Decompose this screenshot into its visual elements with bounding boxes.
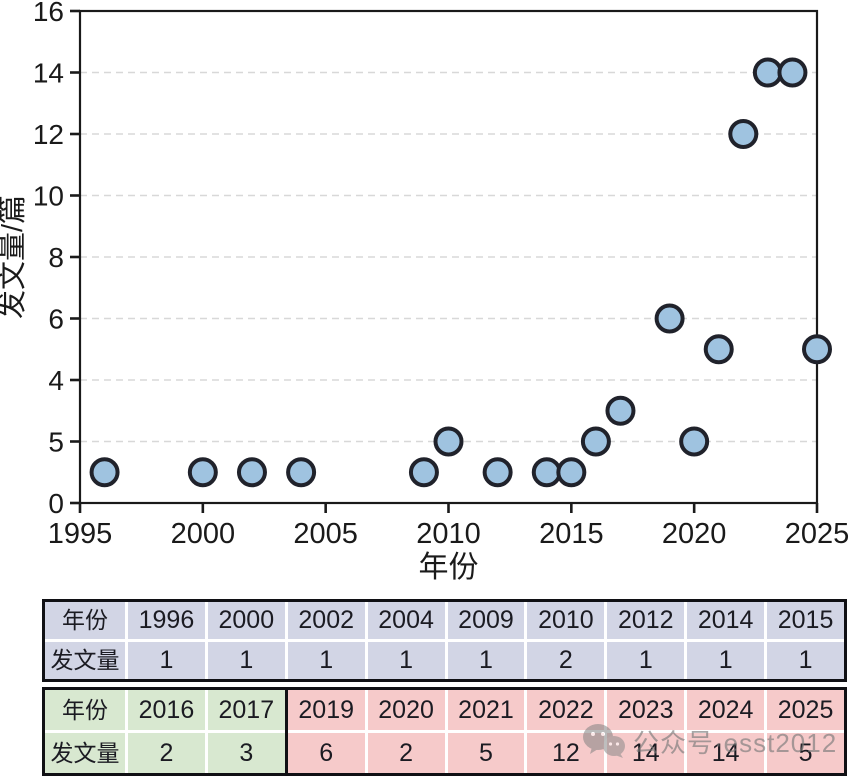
scatter-chart: 0 5 4 6 8 10 12 14 16 1995 2000 2005 2010 2015 2020 202… bbox=[0, 0, 850, 584]
count-cell: 1 bbox=[607, 642, 685, 679]
y-tick-label: 4 bbox=[48, 365, 64, 396]
y-tick-label: 16 bbox=[33, 0, 64, 27]
data-point bbox=[703, 334, 734, 365]
count-cell: 14 bbox=[687, 733, 765, 773]
count-cell: 2 bbox=[527, 642, 605, 679]
count-cell: 5 bbox=[767, 733, 844, 773]
data-point bbox=[654, 303, 685, 334]
y-tick-label: 5 bbox=[48, 427, 64, 458]
data-point bbox=[531, 457, 562, 488]
summary-table-block-2: 年份 2016 2017 2019 2020 2021 2022 2023 2024 2025 发文… bbox=[42, 687, 847, 776]
y-axis-title: 发文量/篇 bbox=[0, 195, 29, 319]
x-tick-label: 2005 bbox=[293, 518, 358, 550]
data-point bbox=[286, 457, 317, 488]
x-axis-title: 年份 bbox=[419, 551, 479, 584]
count-cell: 5 bbox=[447, 733, 525, 773]
count-cell: 1 bbox=[367, 642, 445, 679]
data-point bbox=[236, 457, 267, 488]
row-label-year: 年份 bbox=[45, 690, 125, 730]
year-cell: 2020 bbox=[367, 690, 445, 730]
data-point bbox=[728, 119, 759, 149]
year-cell: 2016 bbox=[128, 690, 205, 730]
y-tick-label: 0 bbox=[48, 488, 64, 519]
year-cell: 2021 bbox=[447, 690, 525, 730]
year-cell: 2015 bbox=[767, 602, 844, 639]
x-tick-label: 2000 bbox=[171, 518, 236, 550]
data-point bbox=[89, 457, 120, 488]
x-tick-label: 2015 bbox=[539, 518, 604, 550]
count-cell: 12 bbox=[527, 733, 605, 773]
year-cell: 1996 bbox=[128, 602, 205, 639]
year-cell: 2025 bbox=[767, 690, 844, 730]
data-point bbox=[580, 426, 611, 457]
row-label-count: 发文量 bbox=[45, 733, 125, 773]
x-tick-label: 2020 bbox=[662, 518, 727, 550]
count-cell: 1 bbox=[207, 642, 285, 679]
data-point bbox=[556, 457, 587, 488]
data-point bbox=[433, 426, 464, 457]
row-label-year: 年份 bbox=[45, 602, 125, 639]
x-tick-label: 2025 bbox=[785, 518, 850, 550]
y-tick-label: 14 bbox=[33, 58, 64, 89]
count-cell: 2 bbox=[367, 733, 445, 773]
year-cell: 2017 bbox=[207, 690, 285, 730]
count-cell: 14 bbox=[607, 733, 685, 773]
count-cell: 1 bbox=[128, 642, 205, 679]
data-point bbox=[408, 457, 439, 488]
count-cell: 1 bbox=[287, 642, 365, 679]
year-cell: 2012 bbox=[607, 602, 685, 639]
year-cell: 2023 bbox=[607, 690, 685, 730]
data-point bbox=[482, 457, 513, 488]
data-point bbox=[679, 426, 710, 457]
row-label-count: 发文量 bbox=[45, 642, 125, 679]
year-cell: 2002 bbox=[287, 602, 365, 639]
year-cell: 2019 bbox=[284, 687, 365, 733]
count-cell: 2 bbox=[128, 733, 205, 773]
data-point bbox=[752, 57, 783, 88]
y-tick-label: 6 bbox=[48, 304, 64, 335]
y-tick-label: 8 bbox=[48, 242, 64, 273]
year-cell: 2004 bbox=[367, 602, 445, 639]
data-point bbox=[802, 334, 832, 365]
x-tick-label: 1995 bbox=[48, 518, 113, 550]
count-cell: 6 bbox=[284, 730, 365, 776]
count-cell: 1 bbox=[447, 642, 525, 679]
y-tick-label: 12 bbox=[33, 119, 64, 150]
x-tick-label: 2010 bbox=[416, 518, 481, 550]
y-tick-label: 10 bbox=[33, 181, 64, 212]
summary-table-block-1: 年份 1996 2000 2002 2004 2009 2010 2012 2014 2015 发文… bbox=[42, 599, 847, 682]
count-cell: 1 bbox=[767, 642, 844, 679]
year-cell: 2000 bbox=[207, 602, 285, 639]
year-cell: 2009 bbox=[447, 602, 525, 639]
year-cell: 2014 bbox=[687, 602, 765, 639]
data-point bbox=[777, 57, 808, 88]
count-cell: 3 bbox=[207, 733, 285, 773]
data-point bbox=[605, 395, 636, 426]
year-cell: 2024 bbox=[687, 690, 765, 730]
count-cell: 1 bbox=[687, 642, 765, 679]
year-cell: 2022 bbox=[527, 690, 605, 730]
data-point bbox=[187, 457, 218, 488]
year-cell: 2010 bbox=[527, 602, 605, 639]
